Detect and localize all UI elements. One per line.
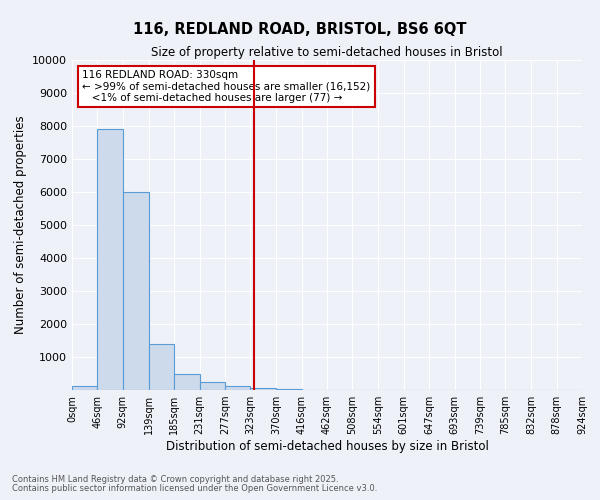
Text: Contains HM Land Registry data © Crown copyright and database right 2025.: Contains HM Land Registry data © Crown c… bbox=[12, 476, 338, 484]
Bar bbox=[174, 374, 200, 390]
Bar bbox=[123, 192, 149, 390]
Text: 116, REDLAND ROAD, BRISTOL, BS6 6QT: 116, REDLAND ROAD, BRISTOL, BS6 6QT bbox=[133, 22, 467, 38]
Bar bbox=[72, 386, 97, 390]
Bar bbox=[97, 130, 123, 390]
X-axis label: Distribution of semi-detached houses by size in Bristol: Distribution of semi-detached houses by … bbox=[166, 440, 488, 453]
Bar bbox=[250, 388, 276, 390]
Title: Size of property relative to semi-detached houses in Bristol: Size of property relative to semi-detach… bbox=[151, 46, 503, 59]
Bar bbox=[225, 386, 250, 390]
Y-axis label: Number of semi-detached properties: Number of semi-detached properties bbox=[14, 116, 26, 334]
Bar bbox=[199, 382, 225, 390]
Text: 116 REDLAND ROAD: 330sqm
← >99% of semi-detached houses are smaller (16,152)
   : 116 REDLAND ROAD: 330sqm ← >99% of semi-… bbox=[82, 70, 370, 103]
Bar bbox=[149, 344, 174, 390]
Text: Contains public sector information licensed under the Open Government Licence v3: Contains public sector information licen… bbox=[12, 484, 377, 493]
